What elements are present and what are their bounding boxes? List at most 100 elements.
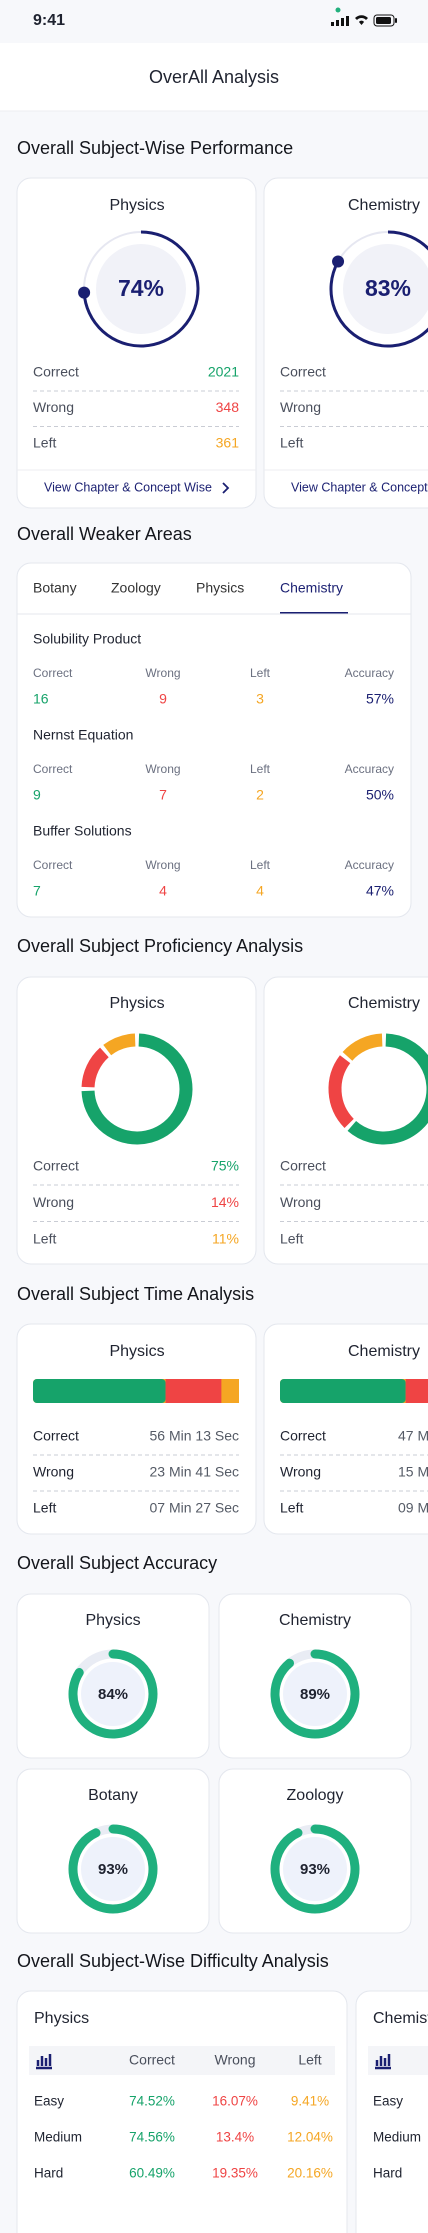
column-label: Wrong	[145, 858, 180, 872]
percent: 89%	[300, 1686, 330, 1703]
column-label: Correct	[33, 666, 73, 680]
cell-value: 74.56%	[129, 2130, 175, 2145]
item-value: 7	[159, 787, 167, 803]
cell-value: 16.07%	[212, 2094, 258, 2109]
ring-inner	[81, 1837, 145, 1901]
section-title: Overall Subject Accuracy	[17, 1553, 217, 1573]
link: View Chapter & Concept Wise	[291, 480, 428, 494]
row-label: Easy	[373, 2094, 403, 2109]
section-title: Overall Weaker Areas	[17, 524, 192, 544]
row-value: 56 Min 13 Sec	[150, 1428, 240, 1444]
card	[263, 1323, 428, 1535]
item-name: Nernst Equation	[33, 727, 133, 743]
time-segment	[280, 1379, 406, 1403]
progress-arc	[329, 230, 428, 348]
item-value: 9	[33, 787, 41, 803]
progress-arc	[82, 230, 200, 348]
ring-inner	[343, 244, 428, 334]
accuracy-arc	[270, 1824, 360, 1914]
column-label: Correct	[33, 762, 73, 776]
percent: 83%	[365, 275, 411, 301]
donut-segment	[328, 1055, 354, 1128]
card	[355, 1990, 428, 2233]
row-label: Left	[280, 1500, 303, 1516]
cell-value: 20.16%	[287, 2166, 333, 2181]
donut-segment	[81, 1047, 109, 1088]
row-label: Left	[33, 1500, 56, 1516]
item-name: Buffer Solutions	[33, 823, 132, 839]
donut-segment	[347, 1033, 428, 1145]
row-value: 2021	[208, 364, 239, 380]
row-value: 09 M	[398, 1500, 428, 1516]
row-label: Left	[33, 435, 56, 451]
row-value: 07 Min 27 Sec	[150, 1500, 240, 1516]
row-value: 15 M	[398, 1464, 428, 1480]
table-header	[29, 2046, 335, 2075]
cell-value: 74.52%	[129, 2094, 175, 2109]
row-label: Left	[280, 435, 303, 451]
row-value: 11%	[212, 1231, 239, 1247]
card-title: Chemistry	[348, 197, 420, 214]
tab[interactable]: Botany	[33, 580, 77, 596]
donut-segment	[342, 1033, 383, 1061]
row-label: Correct	[280, 1158, 326, 1174]
tab[interactable]: Chemistry	[280, 580, 343, 596]
progress-dot	[332, 255, 345, 268]
row-label: Correct	[280, 364, 326, 380]
progress-dot	[78, 286, 91, 299]
percent: 93%	[98, 1861, 128, 1878]
row-label: Medium	[373, 2130, 421, 2145]
row-value: 75%	[211, 1158, 239, 1174]
item-value: 47%	[366, 883, 394, 899]
tab[interactable]: Physics	[196, 580, 244, 596]
card-title: Zoology	[287, 1787, 344, 1804]
cell-value: 60.49%	[129, 2166, 175, 2181]
chart-icon	[375, 2054, 391, 2070]
column-label: Accuracy	[345, 666, 394, 680]
column-label: Correct	[33, 858, 73, 872]
card-title: Chemistry	[348, 995, 420, 1012]
item-value: 7	[33, 883, 41, 899]
row-value: 14%	[211, 1194, 239, 1210]
item-value: 4	[159, 883, 167, 899]
time-segment	[405, 1379, 428, 1403]
accuracy-arc	[68, 1824, 158, 1914]
time-segment	[165, 1379, 222, 1403]
row-label: Left	[280, 1231, 303, 1247]
row-label: Correct	[33, 1158, 79, 1174]
column-label: Accuracy	[345, 762, 394, 776]
item-value: 4	[256, 883, 264, 899]
column-label: Accuracy	[345, 858, 394, 872]
percent: 93%	[300, 1861, 330, 1878]
column-label: Left	[250, 762, 271, 776]
row-label: Correct	[33, 364, 79, 380]
row-label: Correct	[33, 1428, 79, 1444]
accuracy-arc	[68, 1649, 158, 1739]
card-title: Physics	[109, 1343, 164, 1360]
section-title: Overall Subject-Wise Performance	[17, 138, 293, 158]
row-label: Wrong	[33, 399, 74, 415]
card	[16, 1323, 257, 1535]
percent: 84%	[98, 1686, 128, 1703]
row-value: 47 M	[398, 1428, 428, 1444]
card-title: Physics	[34, 2010, 89, 2027]
card	[16, 1990, 348, 2233]
ring-inner	[81, 1662, 145, 1726]
chart-icon	[36, 2054, 52, 2070]
row-label: Wrong	[280, 1194, 321, 1210]
item-value: 9	[159, 691, 167, 707]
section-title: Overall Subject Time Analysis	[17, 1284, 254, 1304]
donut-segment	[81, 1033, 193, 1145]
column-label: Left	[250, 666, 271, 680]
item-name: Solubility Product	[33, 631, 141, 647]
row-label: Wrong	[280, 399, 321, 415]
item-value: 3	[256, 691, 264, 707]
ring-inner	[283, 1837, 347, 1901]
header-bar	[0, 43, 428, 111]
column-label: Correct	[129, 2052, 175, 2068]
row-label: Medium	[34, 2130, 82, 2145]
status-icons	[331, 7, 397, 27]
item-value: 16	[33, 691, 49, 707]
tab[interactable]: Zoology	[111, 580, 161, 596]
